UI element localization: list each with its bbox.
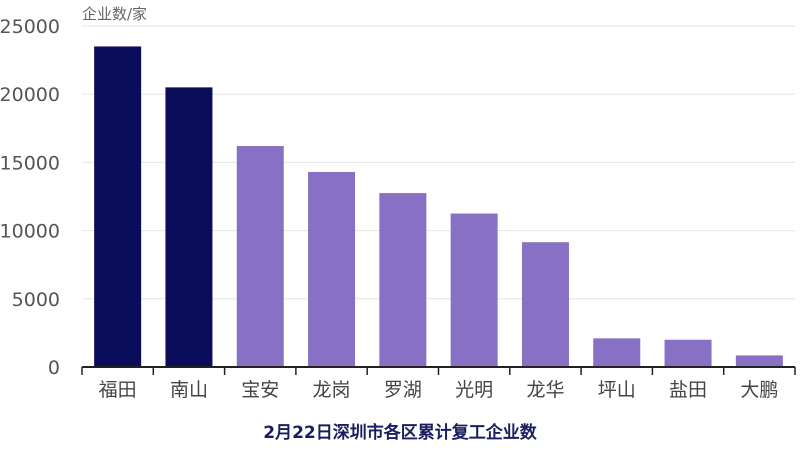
y-tick-label: 5000 xyxy=(12,289,60,311)
x-tick-label: 福田 xyxy=(99,379,137,401)
x-axis xyxy=(81,366,796,375)
y-tick-label: 10000 xyxy=(0,221,60,243)
bar-盐田 xyxy=(664,339,712,367)
x-tick-label: 宝安 xyxy=(241,379,279,401)
x-tick-label: 南山 xyxy=(170,379,208,401)
y-tick-label: 20000 xyxy=(0,84,60,106)
chart-title: 2月22日深圳市各区累计复工企业数 xyxy=(263,422,537,443)
x-tick-label: 盐田 xyxy=(669,379,707,401)
bar-龙岗 xyxy=(308,171,356,367)
y-axis-label: 企业数/家 xyxy=(82,5,147,23)
y-axis-ticks: 0 5000 10000 15000 20000 25000 xyxy=(0,16,60,379)
bar-南山 xyxy=(165,87,213,367)
bar-光明 xyxy=(450,213,498,367)
bar-罗湖 xyxy=(379,193,427,367)
x-tick-label: 龙岗 xyxy=(313,379,351,401)
x-tick-label: 光明 xyxy=(455,379,493,401)
y-tick-label: 25000 xyxy=(0,16,60,38)
bar-福田 xyxy=(94,46,142,368)
x-tick-label: 罗湖 xyxy=(384,379,422,401)
x-tick-label: 龙华 xyxy=(526,379,564,401)
bar-宝安 xyxy=(236,146,284,367)
bar-龙华 xyxy=(521,242,569,367)
y-tick-label: 15000 xyxy=(0,152,60,174)
x-tick-label: 坪山 xyxy=(598,379,636,401)
x-tick-label: 大鹏 xyxy=(740,379,778,401)
bar-坪山 xyxy=(593,338,641,367)
bars xyxy=(94,46,783,368)
y-tick-label: 0 xyxy=(48,357,60,379)
x-axis-ticks: 福田 南山 宝安 龙岗 罗湖 光明 龙华 坪山 盐田 大鹏 xyxy=(99,379,779,401)
bar-大鹏 xyxy=(735,355,783,367)
